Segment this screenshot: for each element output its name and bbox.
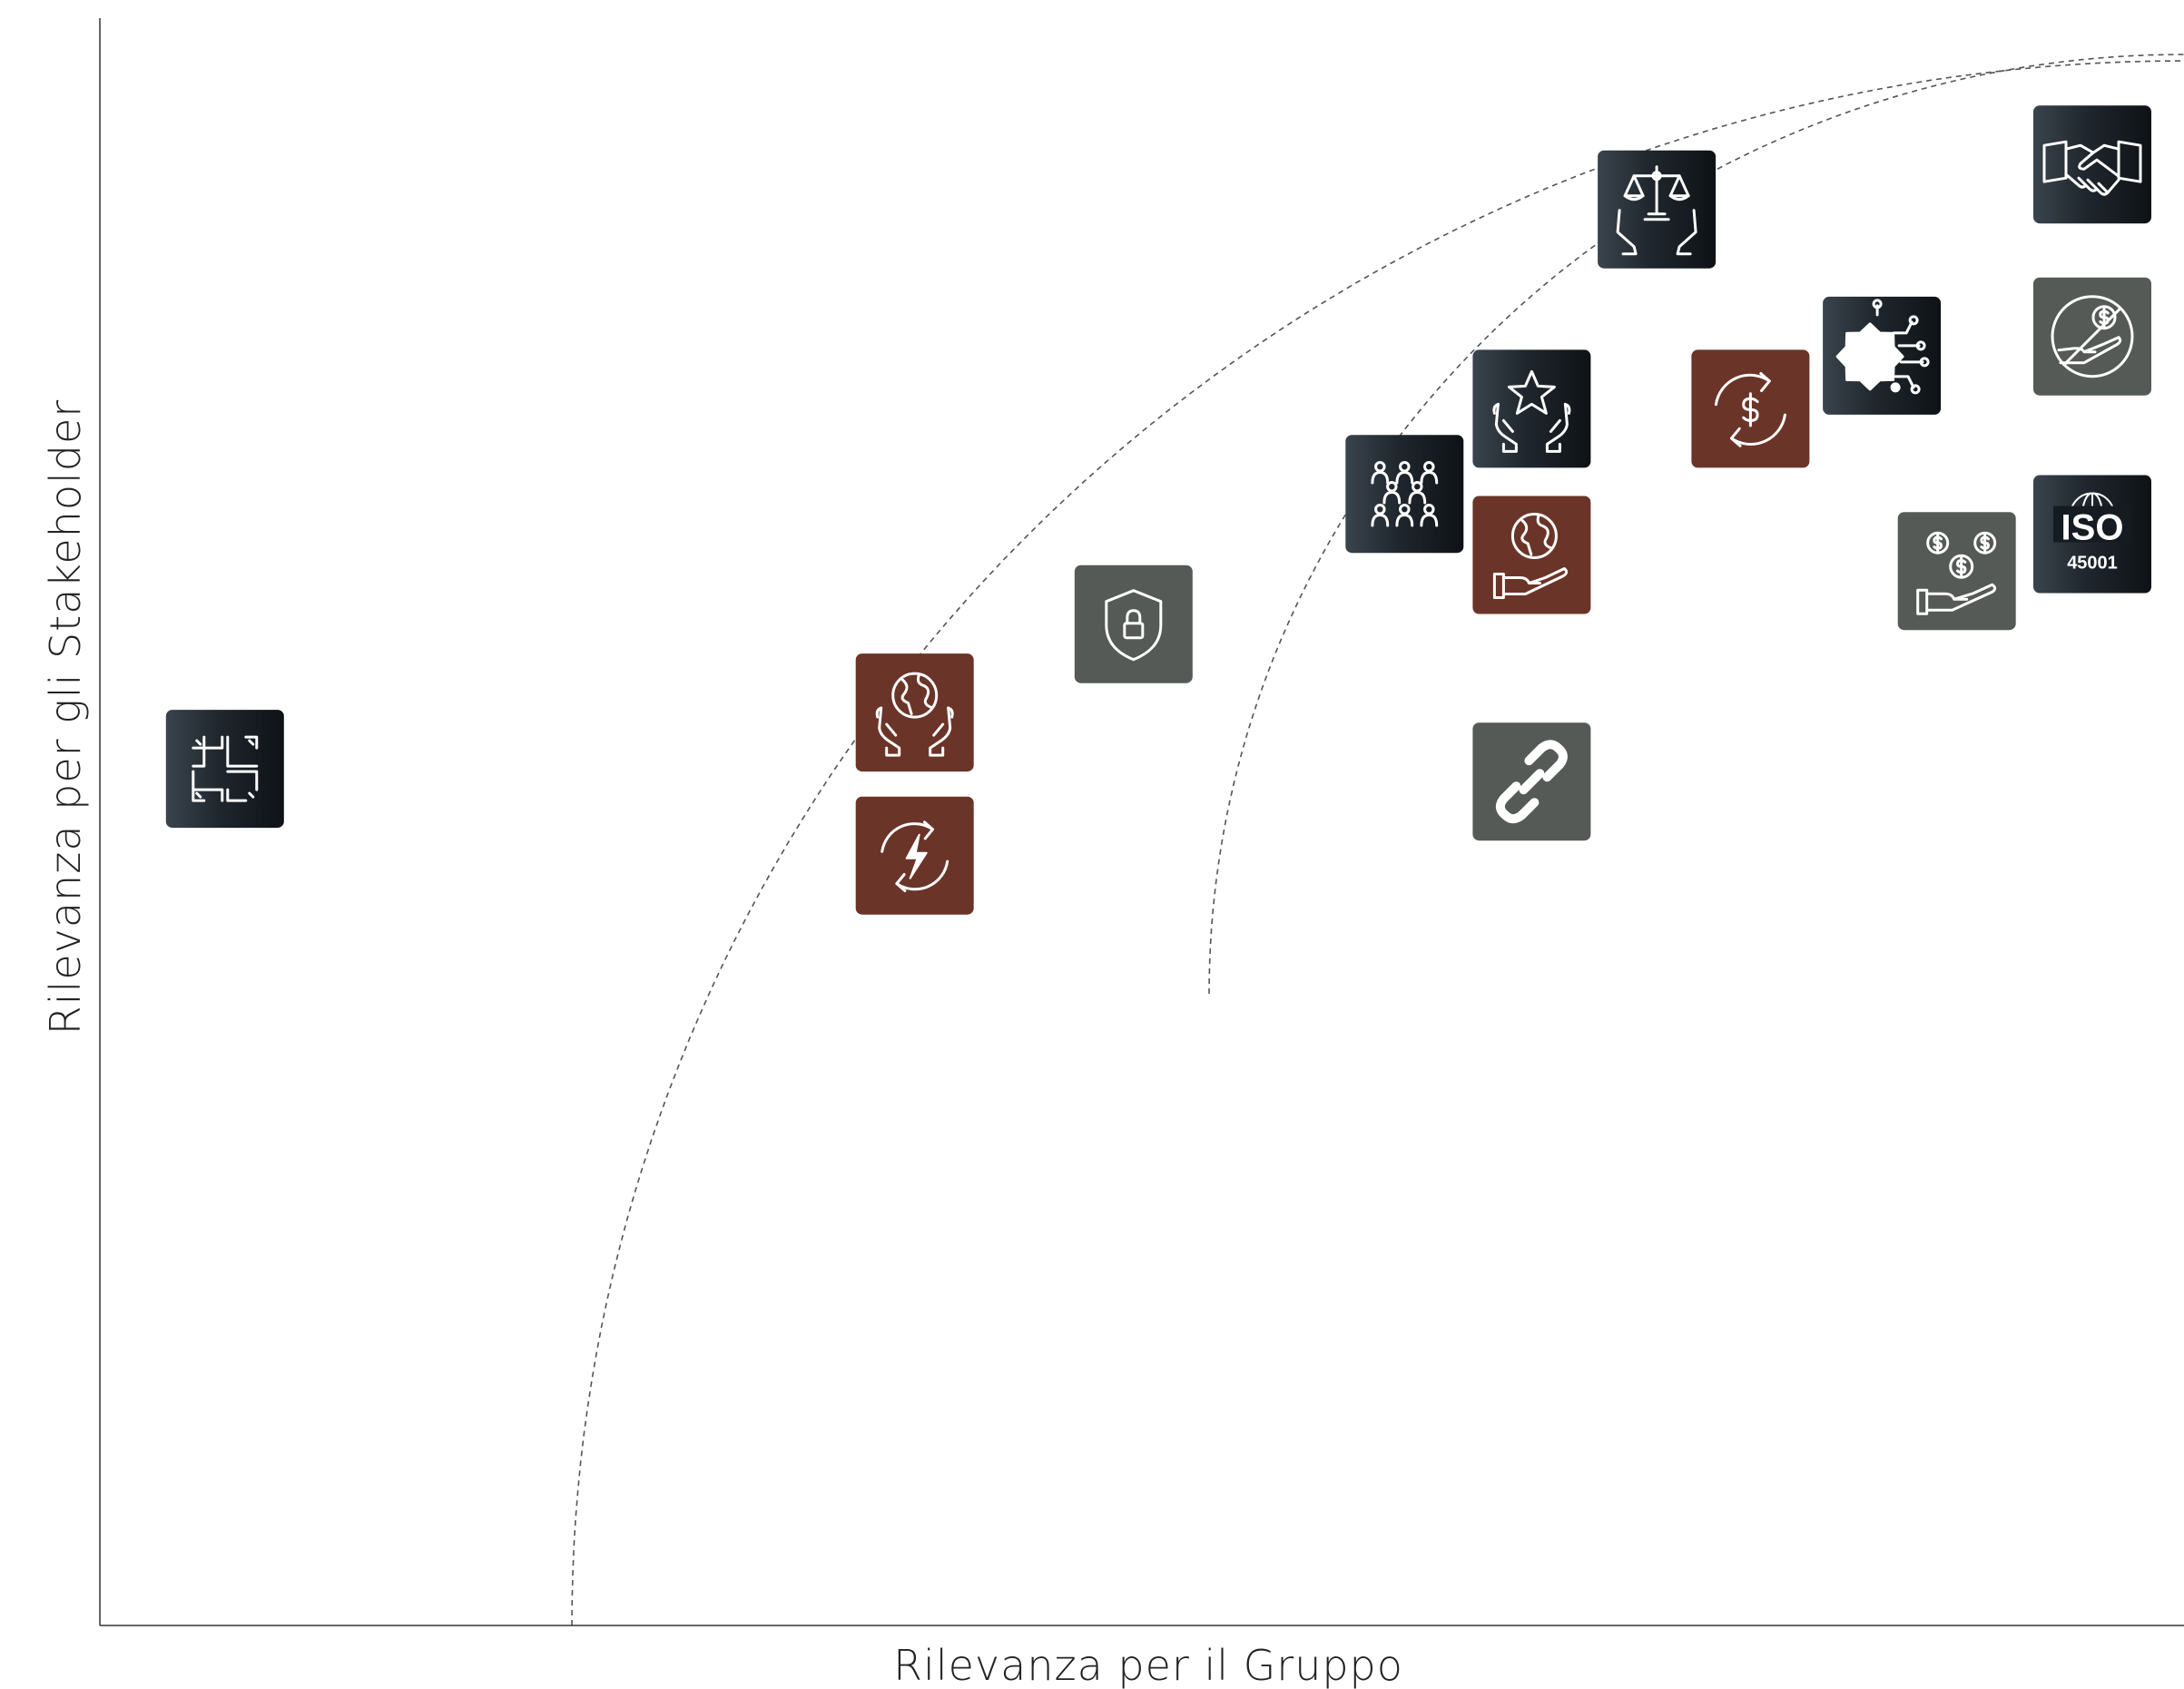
data-point-money-hand [1897, 512, 2016, 631]
data-point-scales-hands [1598, 150, 1717, 269]
data-point-handshake [2033, 105, 2151, 224]
tile-background [165, 710, 284, 829]
scales-hands-icon [1616, 165, 1697, 256]
threshold-curve-2 [1208, 54, 2184, 995]
data-point-no-bribery [2033, 277, 2151, 396]
energy-cycle-icon [880, 820, 949, 893]
no-bribery-icon [2051, 295, 2134, 378]
tile-background [1472, 349, 1591, 468]
threshold-curve-1 [571, 60, 2184, 1626]
x-axis-title: Rilevanza per il Gruppo [893, 1641, 1403, 1689]
data-point-shield-lock [1074, 565, 1193, 683]
people-group-icon [1371, 460, 1439, 527]
iso-label-sub: 45001 [2067, 554, 2118, 574]
data-point-globe-hand [1472, 496, 1591, 614]
gear-circuit-icon [1835, 299, 1930, 395]
shield-lock-icon [1105, 589, 1163, 662]
star-hands-icon [1492, 369, 1571, 453]
hands-collaboration-icon [192, 735, 259, 802]
data-point-people-group [1345, 435, 1464, 554]
globe-hands-icon [875, 672, 954, 757]
money-hand-icon [1916, 531, 1997, 615]
iso-label-main: ISO [2061, 508, 2124, 548]
iso-45001-icon: ISO 45001 [2053, 492, 2131, 574]
data-point-chain-link [1472, 722, 1591, 841]
data-point-gear-circuit [1823, 296, 1942, 415]
globe-hand-icon [1492, 513, 1569, 599]
iso-label-bg [2053, 506, 2131, 543]
data-point-iso-45001: ISO 45001 [2033, 475, 2151, 594]
chain-link-icon [1495, 740, 1568, 824]
data-point-hands-collaboration [165, 710, 284, 829]
y-axis-title: Rilevanza per gli Stakeholder [41, 399, 90, 1035]
dollar-cycle-icon [1714, 371, 1786, 447]
data-point-energy-cycle [855, 796, 974, 915]
handshake-icon [2042, 140, 2142, 196]
data-point-globe-hands [855, 653, 974, 772]
tile-background [855, 653, 974, 772]
data-point-star-hands [1472, 349, 1591, 468]
tile-background [1345, 435, 1464, 554]
data-point-dollar-cycle [1691, 349, 1810, 468]
